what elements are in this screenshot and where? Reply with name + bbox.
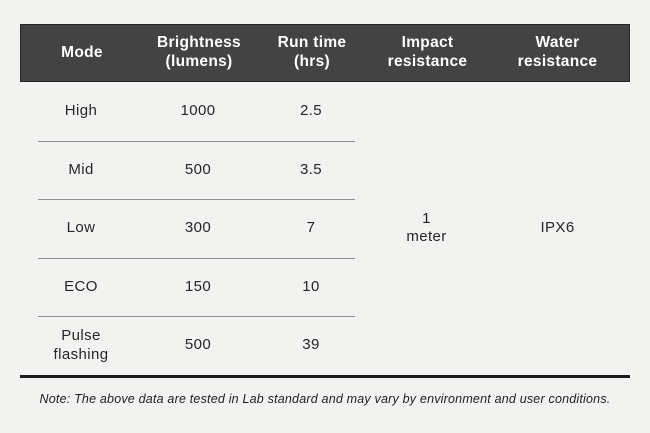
- cell-brightness-low: 300: [184, 219, 212, 237]
- spec-table: Mode Brightness (lumens) Run time (hrs) …: [20, 24, 630, 375]
- cell-mode-mid: Mid: [68, 160, 94, 178]
- row-divider: [38, 258, 355, 259]
- cell-water-resistance: IPX6: [540, 219, 575, 237]
- cell-mode-eco: ECO: [64, 277, 98, 295]
- cell-brightness-mid: 500: [184, 160, 212, 178]
- column-header-impact-resistance: Impact resistance: [387, 34, 468, 70]
- cell-impact-resistance: 1 meter: [406, 209, 447, 246]
- cell-mode-pulse: Pulse flashing: [53, 326, 109, 363]
- table-body: High 1000 2.5 Mid 500 3.5 Low 300 7 ECO …: [20, 82, 630, 375]
- footnote: Note: The above data are tested in Lab s…: [39, 392, 611, 406]
- row-divider: [38, 141, 355, 142]
- table-bottom-rule: [20, 375, 630, 378]
- cell-runtime-pulse: 39: [302, 336, 320, 354]
- cell-brightness-pulse: 500: [184, 336, 212, 354]
- cell-runtime-low: 7: [306, 219, 316, 237]
- row-divider: [38, 316, 355, 317]
- column-header-mode: Mode: [61, 43, 103, 61]
- cell-runtime-high: 2.5: [299, 101, 323, 119]
- column-header-brightness: Brightness (lumens): [157, 34, 241, 70]
- cell-runtime-eco: 10: [302, 277, 320, 295]
- cell-mode-high: High: [64, 101, 98, 119]
- cell-runtime-mid: 3.5: [299, 160, 323, 178]
- cell-brightness-high: 1000: [180, 101, 216, 119]
- column-header-run-time: Run time (hrs): [277, 34, 347, 70]
- row-divider: [38, 199, 355, 200]
- column-header-water-resistance: Water resistance: [517, 34, 598, 70]
- table-header-row: Mode Brightness (lumens) Run time (hrs) …: [20, 24, 630, 82]
- cell-mode-low: Low: [66, 219, 96, 237]
- cell-brightness-eco: 150: [184, 277, 212, 295]
